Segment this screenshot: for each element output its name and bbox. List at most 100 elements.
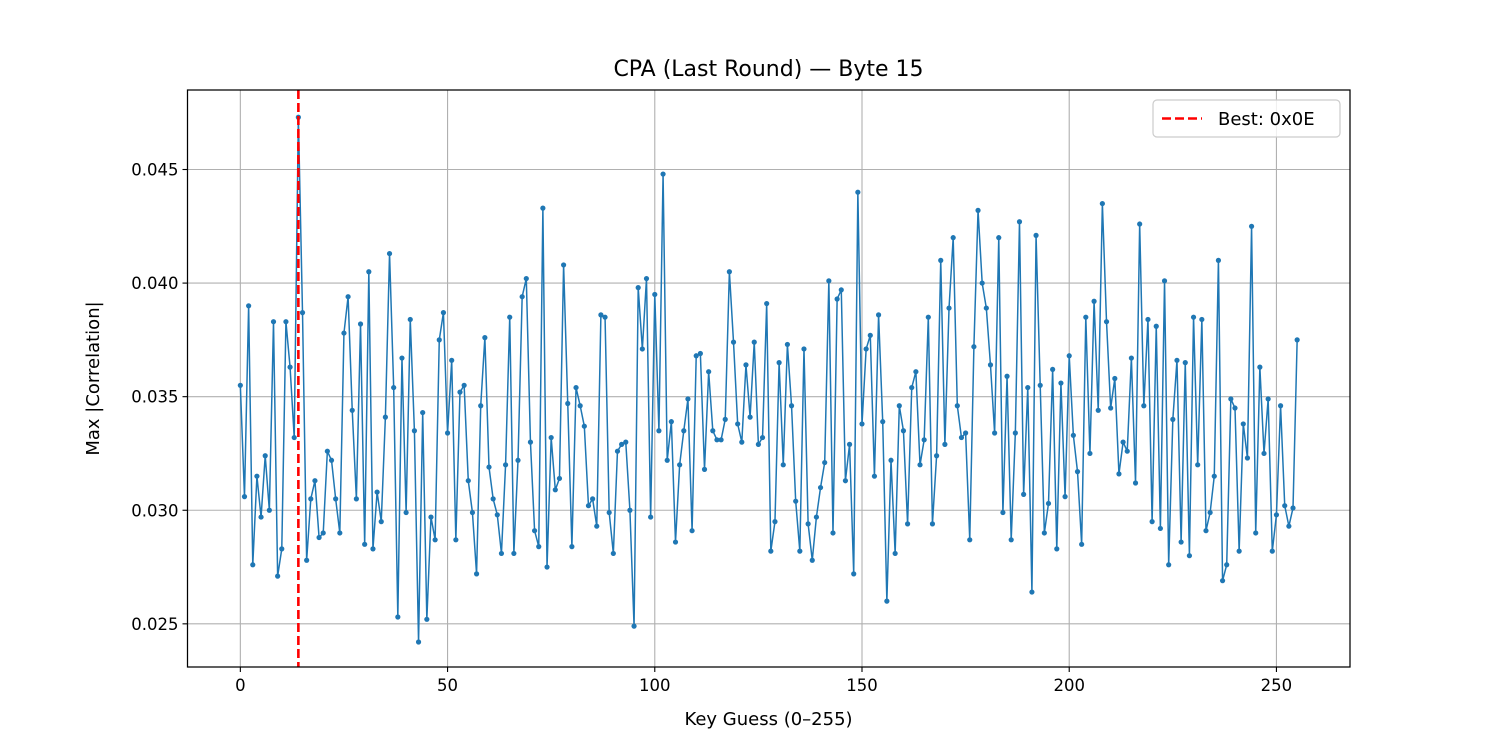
data-point bbox=[590, 496, 596, 502]
data-point bbox=[1004, 373, 1010, 379]
data-point bbox=[1120, 439, 1126, 445]
data-point bbox=[552, 487, 558, 493]
data-point bbox=[648, 514, 654, 520]
data-point bbox=[432, 537, 438, 543]
data-point bbox=[888, 457, 894, 463]
data-point bbox=[585, 503, 592, 509]
data-point bbox=[598, 312, 604, 318]
data-point bbox=[246, 303, 252, 309]
axes-frame bbox=[186, 89, 1351, 668]
data-point bbox=[420, 409, 426, 416]
data-point bbox=[718, 437, 724, 443]
data-point bbox=[494, 512, 500, 518]
data-point bbox=[1000, 509, 1006, 516]
data-point bbox=[1128, 355, 1134, 361]
data-point bbox=[863, 346, 869, 352]
data-point bbox=[610, 550, 616, 557]
data-point bbox=[1253, 530, 1259, 536]
data-point bbox=[867, 332, 873, 338]
data-point bbox=[1008, 537, 1014, 543]
legend-box bbox=[1152, 99, 1341, 138]
data-point bbox=[681, 428, 687, 434]
data-point bbox=[304, 557, 310, 563]
data-point bbox=[788, 403, 795, 409]
data-point bbox=[822, 459, 828, 466]
data-point bbox=[1269, 548, 1275, 554]
data-point bbox=[813, 514, 820, 520]
data-point bbox=[793, 498, 799, 504]
y-tick-label: 0.040 bbox=[131, 274, 178, 293]
x-tick-label: 50 bbox=[437, 676, 458, 695]
data-point bbox=[237, 382, 243, 388]
data-point bbox=[768, 548, 774, 554]
data-point bbox=[287, 364, 293, 370]
data-point bbox=[619, 441, 625, 447]
data-point bbox=[747, 414, 753, 420]
data-point bbox=[502, 462, 509, 468]
data-point bbox=[498, 550, 505, 557]
data-point bbox=[1211, 473, 1217, 479]
data-point bbox=[324, 448, 330, 454]
data-point bbox=[374, 489, 380, 495]
data-point bbox=[735, 421, 741, 427]
data-point bbox=[440, 310, 447, 316]
data-point bbox=[909, 384, 915, 391]
data-point bbox=[1066, 353, 1072, 359]
data-point bbox=[701, 466, 708, 472]
data-point bbox=[1116, 471, 1122, 477]
chart-title: CPA (Last Round) — Byte 15 bbox=[613, 57, 923, 82]
data-point bbox=[254, 473, 260, 479]
data-point bbox=[1054, 546, 1060, 552]
data-point bbox=[449, 357, 455, 363]
data-point bbox=[519, 294, 525, 300]
data-point bbox=[963, 430, 969, 436]
data-point bbox=[710, 428, 716, 434]
data-point bbox=[722, 416, 728, 422]
data-point bbox=[631, 623, 637, 629]
data-point bbox=[370, 546, 376, 552]
data-point bbox=[1145, 316, 1151, 323]
data-point bbox=[817, 484, 824, 491]
data-point bbox=[312, 478, 318, 484]
data-point bbox=[979, 280, 985, 286]
data-point bbox=[486, 464, 492, 470]
data-point bbox=[797, 548, 803, 554]
data-point bbox=[830, 530, 836, 536]
data-point bbox=[826, 278, 832, 284]
data-point bbox=[904, 521, 911, 527]
data-point bbox=[996, 235, 1002, 241]
data-point bbox=[925, 314, 931, 320]
data-point bbox=[1029, 589, 1035, 595]
data-point bbox=[838, 287, 844, 293]
data-point bbox=[602, 314, 608, 320]
data-point bbox=[751, 339, 757, 345]
data-point bbox=[366, 269, 372, 275]
data-point bbox=[1091, 298, 1097, 304]
data-point bbox=[403, 509, 409, 516]
data-point bbox=[573, 384, 579, 391]
data-point bbox=[469, 509, 476, 516]
data-point bbox=[1286, 523, 1292, 529]
data-point bbox=[946, 305, 952, 311]
data-point bbox=[726, 269, 732, 275]
data-point bbox=[1244, 455, 1251, 461]
data-point bbox=[706, 369, 712, 375]
data-point bbox=[660, 171, 666, 177]
data-point bbox=[801, 346, 807, 352]
y-axis-label: Max |Correlation| bbox=[83, 301, 104, 455]
data-point bbox=[975, 207, 981, 213]
data-point bbox=[569, 544, 575, 550]
data-point bbox=[809, 557, 815, 563]
data-point bbox=[241, 494, 248, 500]
data-point bbox=[511, 550, 517, 557]
data-point bbox=[291, 434, 297, 441]
data-point bbox=[1062, 494, 1068, 500]
data-point bbox=[299, 310, 306, 316]
data-point bbox=[921, 437, 927, 443]
data-point bbox=[875, 312, 882, 318]
data-point bbox=[880, 419, 886, 425]
data-point bbox=[391, 384, 397, 391]
data-point bbox=[1257, 364, 1263, 370]
data-point bbox=[942, 441, 948, 447]
data-point bbox=[1178, 539, 1184, 545]
